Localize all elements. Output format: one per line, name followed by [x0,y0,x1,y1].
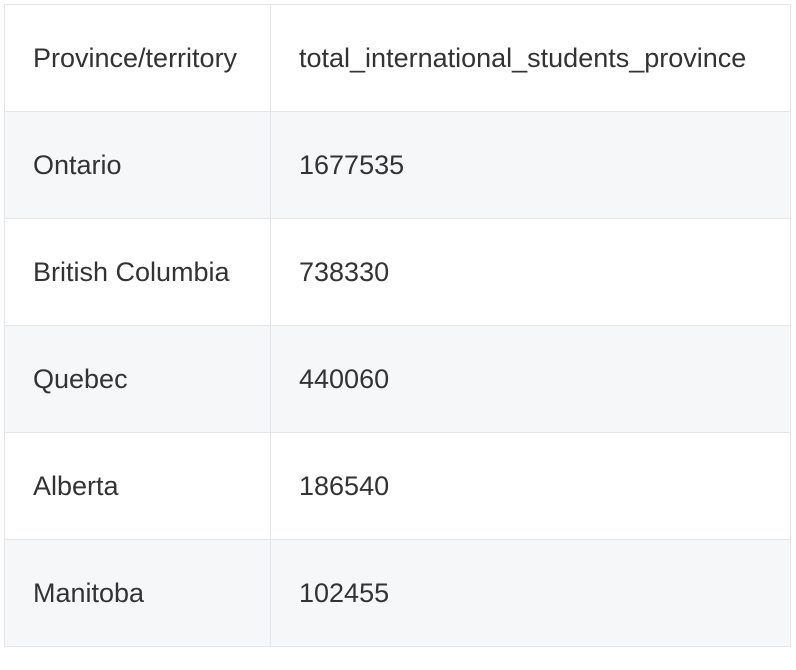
data-table: Province/territory total_international_s… [4,4,791,647]
table-row: Ontario 1677535 [4,111,791,219]
cell-province: Manitoba [4,539,271,647]
table-row: British Columbia 738330 [4,218,791,326]
column-header-province: Province/territory [4,4,271,112]
column-header-total-students: total_international_students_province [270,4,791,112]
cell-total-students: 440060 [270,325,791,433]
data-table-container: Province/territory total_international_s… [4,4,791,647]
cell-province: Ontario [4,111,271,219]
cell-province: British Columbia [4,218,271,326]
header-row: Province/territory total_international_s… [4,4,791,112]
cell-province: Alberta [4,432,271,540]
cell-total-students: 186540 [270,432,791,540]
table-row: Quebec 440060 [4,325,791,433]
cell-total-students: 102455 [270,539,791,647]
table-body: Ontario 1677535 British Columbia 738330 … [4,111,791,647]
table-row: Alberta 186540 [4,432,791,540]
cell-total-students: 738330 [270,218,791,326]
cell-total-students: 1677535 [270,111,791,219]
table-header: Province/territory total_international_s… [4,4,791,112]
cell-province: Quebec [4,325,271,433]
table-row: Manitoba 102455 [4,539,791,647]
